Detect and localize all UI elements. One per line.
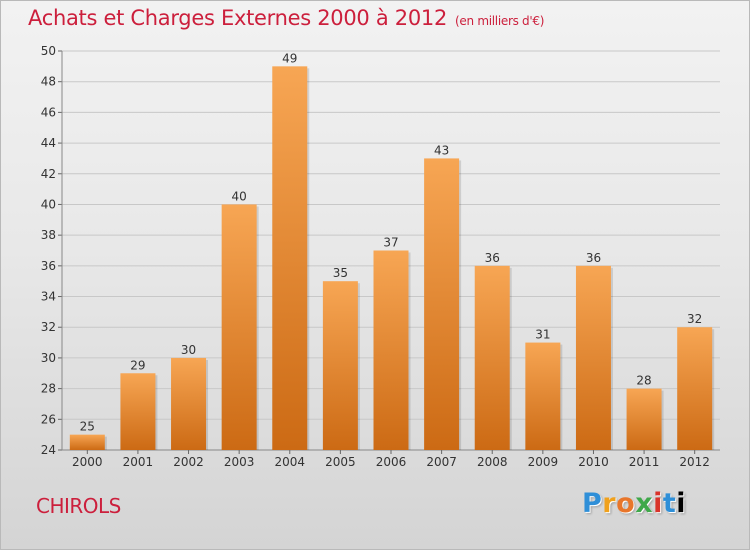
bar [424, 158, 460, 450]
x-tick-label: 2007 [426, 455, 457, 469]
y-tick-label: 24 [41, 443, 56, 457]
bar [322, 281, 358, 450]
bar [171, 357, 207, 450]
data-label: 30 [181, 343, 196, 357]
data-label: 40 [232, 189, 247, 203]
data-label: 35 [333, 266, 348, 280]
x-tick-label: 2009 [528, 455, 559, 469]
title-text: Achats et Charges Externes 2000 à 2012 [28, 6, 448, 30]
x-tick-label: 2002 [173, 455, 204, 469]
x-tick-label: 2006 [376, 455, 407, 469]
proxiti-logo[interactable]: Proxiti [582, 488, 687, 519]
chart-title: Achats et Charges Externes 2000 à 2012 (e… [28, 6, 544, 30]
x-tick-label: 2000 [72, 455, 103, 469]
data-label: 49 [282, 51, 297, 65]
x-tick-label: 2003 [224, 455, 255, 469]
y-tick-label: 28 [41, 382, 56, 396]
y-tick-label: 32 [41, 320, 56, 334]
bar [474, 265, 510, 450]
data-label: 36 [586, 251, 601, 265]
x-tick-label: 2004 [274, 455, 305, 469]
title-unit: (en milliers d'€) [455, 14, 545, 28]
x-tick-label: 2012 [679, 455, 710, 469]
labels: 24 26 28 30 32 34 36 38 40 42 44 46 48 50 2000 25 2001 29… [41, 44, 710, 469]
bar [120, 373, 156, 450]
y-tick-label: 50 [41, 44, 56, 58]
bar [575, 265, 611, 450]
data-label: 25 [80, 420, 95, 434]
bar [69, 434, 105, 450]
data-label: 43 [434, 143, 449, 157]
x-tick-label: 2005 [325, 455, 356, 469]
data-label: 31 [535, 328, 550, 342]
y-tick-label: 36 [41, 259, 56, 273]
data-label: 29 [130, 358, 145, 372]
bar [272, 66, 308, 450]
y-tick-label: 30 [41, 351, 56, 365]
bar [626, 388, 662, 450]
bar [221, 204, 257, 450]
y-tick-label: 26 [41, 412, 56, 426]
y-tick-label: 46 [41, 105, 56, 119]
x-tick-label: 2011 [629, 455, 660, 469]
data-label: 37 [383, 236, 398, 250]
y-tick-label: 48 [41, 75, 56, 89]
bar [525, 342, 561, 450]
data-label: 28 [636, 374, 651, 388]
data-label: 32 [687, 312, 702, 326]
bar [677, 327, 713, 450]
y-tick-label: 44 [41, 136, 56, 150]
y-tick-label: 40 [41, 197, 56, 211]
x-tick-label: 2008 [477, 455, 508, 469]
y-tick-label: 38 [41, 228, 56, 242]
x-tick-label: 2010 [578, 455, 609, 469]
commune-name: CHIROLS [36, 494, 121, 518]
y-tick-label: 34 [41, 290, 56, 304]
y-tick-label: 42 [41, 167, 56, 181]
bar [373, 250, 409, 450]
data-label: 36 [485, 251, 500, 265]
bars [69, 66, 715, 450]
x-tick-label: 2001 [123, 455, 154, 469]
